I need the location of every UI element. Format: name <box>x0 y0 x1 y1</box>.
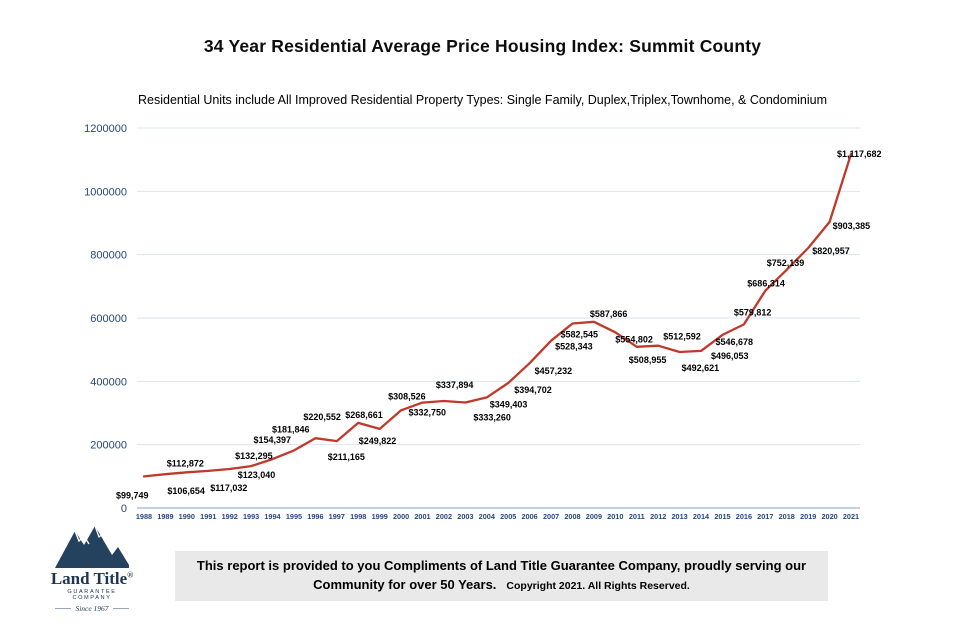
data-label: $394,702 <box>514 385 552 395</box>
data-label: $686,314 <box>747 279 785 289</box>
x-tick-label: 2010 <box>607 512 623 521</box>
x-tick-label: 1997 <box>329 512 345 521</box>
logo-wordmark: Land Title® <box>50 569 134 588</box>
data-label: $820,957 <box>812 246 850 256</box>
data-label: $220,552 <box>303 412 341 422</box>
x-tick-label: 2011 <box>629 512 645 521</box>
data-label: $752,139 <box>767 258 805 268</box>
footer-line1: This report is provided to you Complimen… <box>196 558 807 574</box>
data-label: $332,750 <box>409 408 447 418</box>
x-tick-label: 2012 <box>650 512 666 521</box>
x-tick-label: 2015 <box>714 512 730 521</box>
logo-since-text: Since 1967 <box>75 603 109 613</box>
data-label: $181,846 <box>272 424 310 434</box>
data-label: $587,866 <box>590 309 628 319</box>
data-label: $117,032 <box>210 483 247 493</box>
x-tick-label: 1992 <box>222 512 238 521</box>
footer-line2: Community for over 50 Years. Copyright 20… <box>313 576 690 595</box>
data-label: $528,343 <box>555 342 593 352</box>
footer-line2-text: Community for over 50 Years. <box>313 577 497 592</box>
data-label: $546,678 <box>716 337 754 347</box>
x-tick-label: 2018 <box>779 512 795 521</box>
x-tick-label: 2013 <box>671 512 687 521</box>
data-label: $249,822 <box>359 436 397 446</box>
data-label: $582,545 <box>561 330 599 340</box>
x-tick-label: 1998 <box>350 512 366 521</box>
data-label: $99,749 <box>116 490 149 500</box>
data-label: $268,661 <box>345 410 383 420</box>
landtitle-logo: Land Title® GUARANTEE COMPANY Since 1967 <box>48 524 136 613</box>
x-tick-label: 2004 <box>479 512 496 521</box>
logo-since: Since 1967 <box>48 604 136 613</box>
y-tick-label: 200000 <box>90 440 127 452</box>
page-title: 34 Year Residential Average Price Housin… <box>203 36 762 56</box>
x-tick-label: 2014 <box>693 512 710 521</box>
x-tick-label: 2005 <box>500 512 516 521</box>
y-tick-label: 800000 <box>90 250 127 262</box>
data-label: $333,260 <box>473 413 511 423</box>
data-label: $1,117,682 <box>837 149 882 159</box>
x-tick-label: 1999 <box>372 512 388 521</box>
x-tick-label: 1991 <box>200 512 216 521</box>
data-label: $512,592 <box>663 332 701 342</box>
rule-left <box>55 607 72 609</box>
data-label: $112,872 <box>167 458 204 468</box>
registered-mark-icon: ® <box>127 570 134 580</box>
y-tick-label: 1000000 <box>84 186 127 198</box>
data-label: $579,812 <box>734 307 772 317</box>
x-tick-label: 2017 <box>757 512 773 521</box>
x-tick-label: 2000 <box>393 512 409 521</box>
footer-copyright: Copyright 2021. All Rights Reserved. <box>506 580 690 592</box>
y-tick-label: 0 <box>121 503 127 515</box>
x-tick-label: 1990 <box>179 512 195 521</box>
y-tick-label: 400000 <box>90 376 127 388</box>
x-tick-label: 2019 <box>800 512 816 521</box>
data-label: $457,232 <box>535 366 573 376</box>
data-label: $106,654 <box>167 486 205 496</box>
page-subtitle: Residential Units include All Improved R… <box>138 93 827 107</box>
rule-right <box>112 607 129 609</box>
y-tick-label: 600000 <box>90 313 127 325</box>
data-label: $349,403 <box>490 399 528 409</box>
x-tick-label: 1989 <box>157 512 173 521</box>
x-tick-label: 1988 <box>136 512 152 521</box>
x-tick-label: 2006 <box>521 512 537 521</box>
x-tick-label: 2020 <box>821 512 837 521</box>
data-label: $211,165 <box>328 452 365 462</box>
data-label: $123,040 <box>238 470 276 480</box>
x-tick-label: 1994 <box>264 512 281 521</box>
data-label: $554,802 <box>615 334 653 344</box>
x-tick-label: 1993 <box>243 512 259 521</box>
x-tick-label: 1996 <box>307 512 323 521</box>
x-tick-label: 2001 <box>414 512 430 521</box>
x-tick-label: 2021 <box>843 512 859 521</box>
data-label: $496,053 <box>711 351 749 361</box>
data-label: $337,894 <box>436 380 474 390</box>
data-label: $492,621 <box>682 363 720 373</box>
x-tick-label: 2008 <box>564 512 580 521</box>
footer-banner: This report is provided to you Complimen… <box>175 551 828 601</box>
data-label: $903,385 <box>833 221 871 231</box>
x-tick-label: 2016 <box>736 512 752 521</box>
x-tick-label: 1995 <box>286 512 302 521</box>
data-label: $132,295 <box>235 451 273 461</box>
logo-subtext: GUARANTEE COMPANY <box>67 588 117 601</box>
x-tick-label: 2007 <box>543 512 559 521</box>
x-tick-label: 2002 <box>436 512 452 521</box>
data-label: $308,526 <box>388 391 426 401</box>
x-tick-label: 2009 <box>586 512 602 521</box>
mountain-logo-icon <box>55 525 129 568</box>
x-tick-label: 2003 <box>457 512 473 521</box>
data-label: $508,955 <box>629 355 667 365</box>
y-tick-label: 1200000 <box>84 123 127 135</box>
price-line <box>142 152 853 478</box>
data-label: $154,397 <box>254 435 292 445</box>
